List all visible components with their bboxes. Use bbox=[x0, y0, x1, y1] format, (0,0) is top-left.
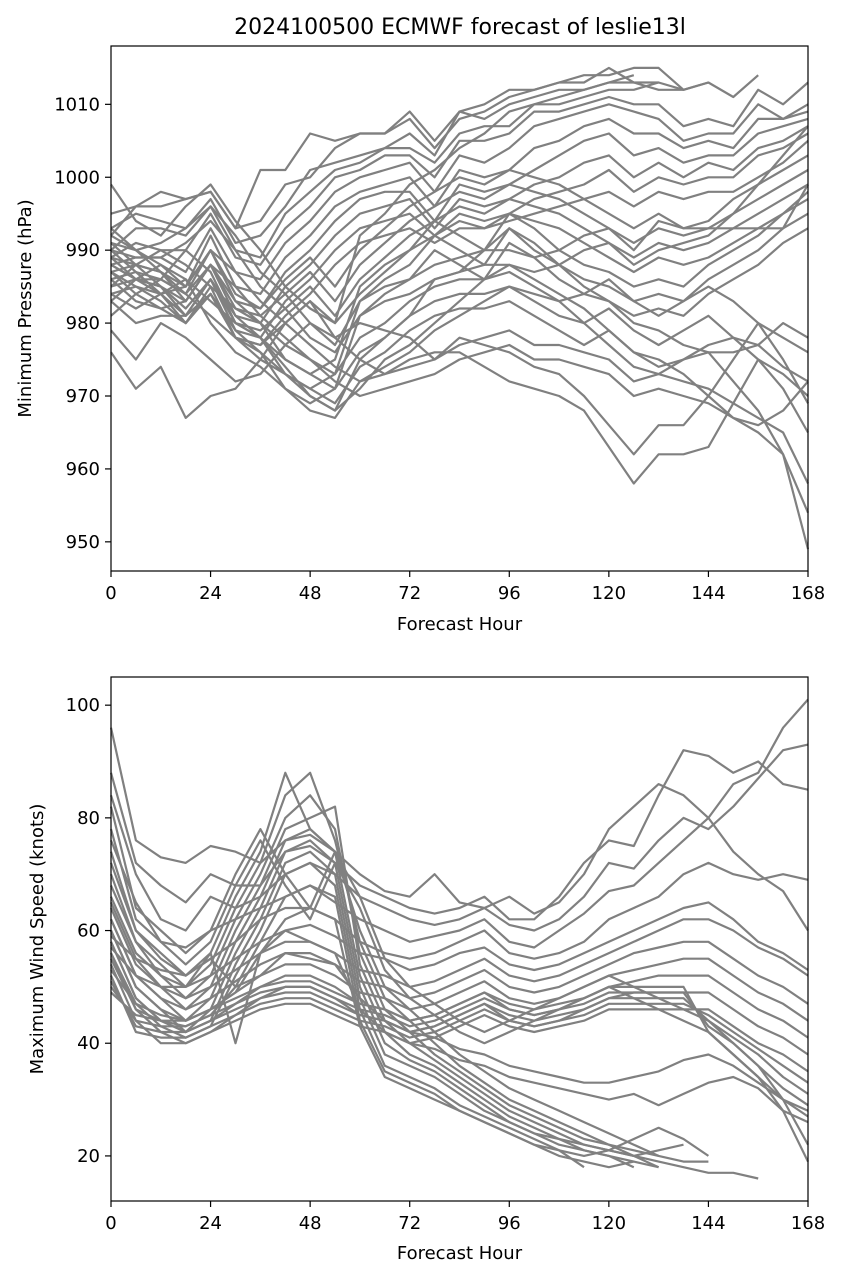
pressure-x-tick-label: 24 bbox=[199, 583, 222, 604]
wind-series-line-4 bbox=[109, 816, 809, 949]
wind-series-line-25 bbox=[109, 850, 684, 1158]
pressure-x-tick-label: 0 bbox=[105, 583, 116, 604]
pressure-x-tick-label: 48 bbox=[299, 583, 322, 604]
pressure-x-tick-label: 120 bbox=[592, 583, 626, 604]
pressure-series-line-3 bbox=[110, 66, 659, 230]
pressure-series-line-19 bbox=[110, 249, 809, 404]
pressure-chart-title: 2024100500 ECMWF forecast of leslie13l bbox=[234, 15, 686, 40]
pressure-series-line-20 bbox=[110, 263, 809, 434]
pressure-series-line-27 bbox=[110, 278, 809, 419]
pressure-series-line-30 bbox=[110, 212, 809, 390]
wind-series-line-16 bbox=[110, 980, 809, 1118]
pressure-y-ticks: 950 960 970 980 990 1000 1010 bbox=[54, 94, 111, 553]
wind-series-line-29 bbox=[110, 929, 809, 1124]
pressure-x-ticks: 0 24 48 72 96 120 144 168 bbox=[105, 571, 825, 604]
pressure-series-line-23 bbox=[110, 263, 810, 550]
pressure-y-tick-label: 980 bbox=[66, 313, 100, 334]
wind-x-tick-label: 144 bbox=[691, 1213, 725, 1234]
pressure-x-tick-label: 144 bbox=[691, 583, 725, 604]
pressure-series-line-26 bbox=[110, 263, 809, 427]
pressure-y-tick-label: 1000 bbox=[54, 167, 100, 188]
wind-x-tick-label: 24 bbox=[199, 1213, 222, 1234]
wind-x-tick-label: 0 bbox=[105, 1213, 116, 1234]
pressure-series-line-25 bbox=[110, 300, 809, 485]
pressure-plot-frame bbox=[110, 45, 809, 572]
wind-x-tick-label: 72 bbox=[398, 1213, 421, 1234]
pressure-y-axis-label: Minimum Pressure (hPa) bbox=[15, 199, 36, 417]
pressure-x-axis-label: Forecast Hour bbox=[397, 614, 523, 635]
pressure-y-tick-label: 1010 bbox=[54, 94, 100, 115]
wind-series-line-20 bbox=[109, 771, 660, 1169]
wind-series-line-28 bbox=[110, 906, 710, 1158]
pressure-series-line-28 bbox=[110, 227, 809, 412]
wind-x-ticks: 0 24 48 72 96 120 144 168 bbox=[105, 1201, 825, 1234]
pressure-series-line-29 bbox=[110, 198, 809, 376]
pressure-y-tick-label: 950 bbox=[66, 532, 100, 553]
pressure-series-line-6 bbox=[110, 81, 809, 266]
wind-series-line-30 bbox=[110, 935, 809, 1112]
wind-series-line-23 bbox=[109, 827, 635, 1169]
pressure-series-line-21 bbox=[110, 278, 810, 514]
pressure-chart: 2024100500 ECMWF forecast of leslie13l 0… bbox=[15, 15, 825, 635]
wind-series-line-17 bbox=[109, 806, 809, 1146]
wind-series-line-6 bbox=[109, 885, 809, 989]
wind-series-line-2 bbox=[109, 749, 809, 921]
pressure-series-line-17 bbox=[110, 183, 809, 347]
pressure-series-line-4 bbox=[110, 74, 635, 244]
wind-y-axis-label: Maximum Wind Speed (knots) bbox=[27, 804, 48, 1075]
pressure-series-line-9 bbox=[110, 117, 809, 310]
pressure-series-line-10 bbox=[110, 125, 809, 325]
wind-y-tick-label: 20 bbox=[77, 1146, 100, 1167]
wind-x-axis-label: Forecast Hour bbox=[397, 1243, 523, 1264]
wind-series-line-12 bbox=[109, 963, 809, 1073]
wind-series-line-24 bbox=[109, 839, 659, 1169]
pressure-x-tick-label: 72 bbox=[398, 583, 421, 604]
pressure-y-tick-label: 990 bbox=[66, 240, 100, 261]
pressure-x-tick-label: 96 bbox=[498, 583, 521, 604]
pressure-series-line-8 bbox=[110, 110, 809, 295]
wind-series-line-8 bbox=[109, 918, 809, 1011]
wind-x-tick-label: 120 bbox=[592, 1213, 626, 1234]
wind-series-line-18 bbox=[109, 828, 809, 1163]
pressure-series-line-7 bbox=[110, 103, 809, 281]
pressure-series-group bbox=[110, 66, 810, 550]
pressure-series-line-11 bbox=[110, 132, 809, 339]
wind-y-tick-label: 60 bbox=[77, 921, 100, 942]
wind-x-tick-label: 96 bbox=[498, 1213, 521, 1234]
wind-series-line-1 bbox=[109, 698, 809, 915]
wind-series-line-7 bbox=[109, 901, 809, 1000]
wind-series-line-21 bbox=[109, 794, 709, 1163]
wind-y-tick-label: 80 bbox=[77, 808, 100, 829]
wind-series-line-26 bbox=[110, 861, 585, 1169]
pressure-y-tick-label: 970 bbox=[66, 386, 100, 407]
wind-series-line-27 bbox=[110, 884, 635, 1169]
wind-plot-frame bbox=[110, 676, 809, 1202]
pressure-series-line-22 bbox=[110, 249, 809, 484]
pressure-series-line-14 bbox=[110, 169, 809, 317]
pressure-y-tick-label: 960 bbox=[66, 459, 100, 480]
wind-series-line-19 bbox=[109, 771, 660, 1157]
wind-chart: 0 24 48 72 96 120 144 168 20 40 60 80 100 Forecast … bbox=[27, 676, 825, 1264]
pressure-x-tick-label: 168 bbox=[791, 583, 825, 604]
wind-series-group bbox=[109, 698, 809, 1180]
wind-y-ticks: 20 40 60 80 100 bbox=[66, 695, 111, 1167]
pressure-series-line-24 bbox=[110, 322, 809, 456]
wind-y-tick-label: 40 bbox=[77, 1033, 100, 1054]
wind-x-tick-label: 48 bbox=[299, 1213, 322, 1234]
pressure-series-line-5 bbox=[110, 74, 759, 259]
wind-x-tick-label: 168 bbox=[791, 1213, 825, 1234]
pressure-series-line-12 bbox=[110, 139, 809, 347]
wind-y-tick-label: 100 bbox=[66, 695, 100, 716]
pressure-series-line-31 bbox=[110, 227, 809, 405]
